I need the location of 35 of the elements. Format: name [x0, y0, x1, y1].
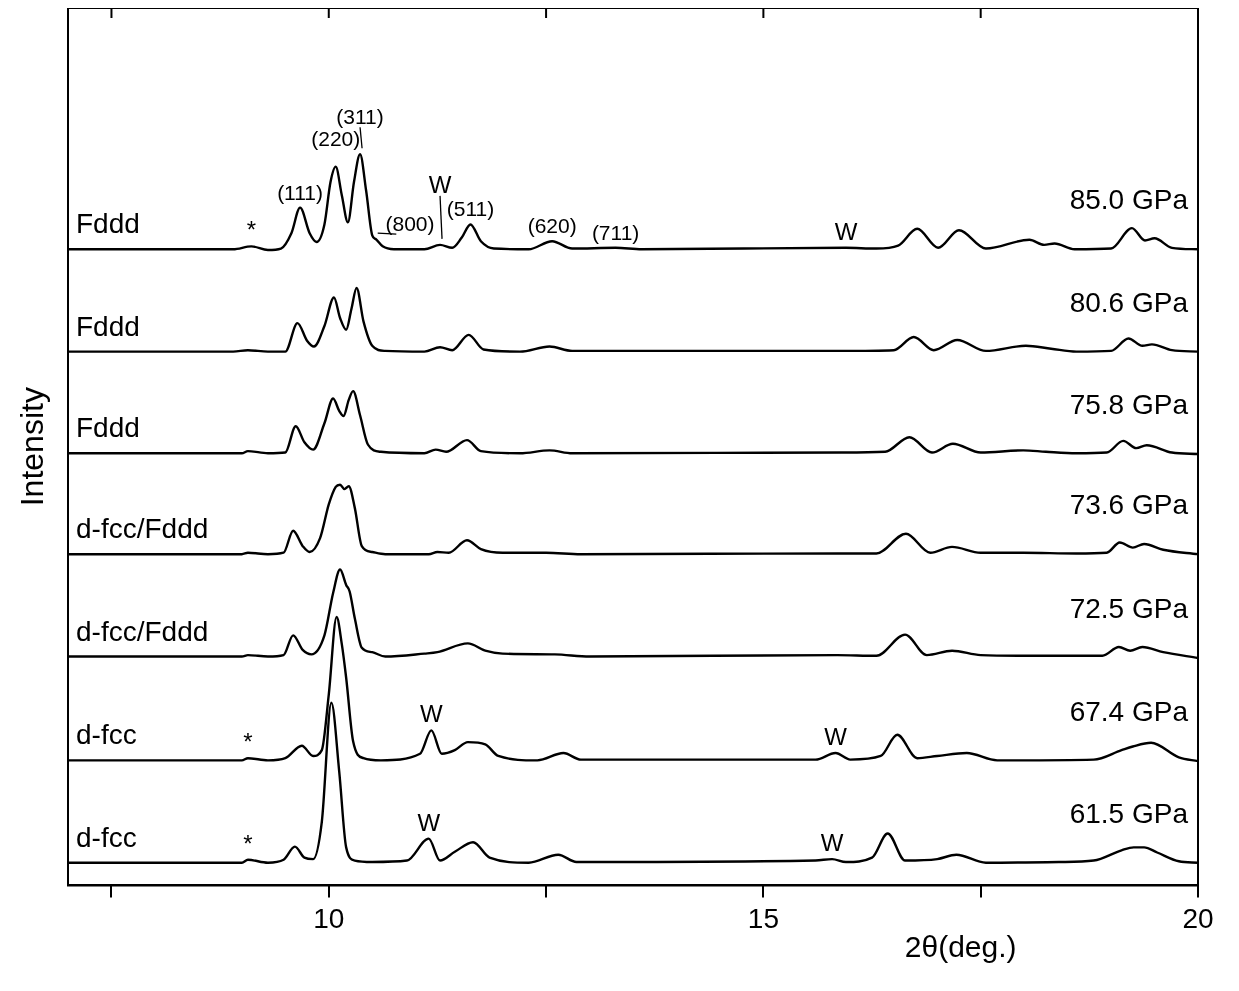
series-label: 61.5 GPa: [1069, 797, 1189, 829]
annotation: Fddd: [76, 310, 140, 342]
annotation: Fddd: [76, 412, 140, 444]
annotation: d-fcc: [76, 821, 137, 853]
series-label: 72.5 GPa: [1069, 593, 1189, 625]
series-label: 73.6 GPa: [1069, 489, 1189, 521]
series-label: 67.4 GPa: [1069, 696, 1189, 728]
annotation: W: [834, 217, 858, 245]
annotation: W: [824, 723, 848, 751]
x-tick-label: 10: [313, 902, 345, 934]
annotation: (711): [591, 220, 640, 244]
series-label: 75.8 GPa: [1069, 389, 1189, 421]
annotation: (620): [527, 214, 577, 238]
annotation: Fddd: [76, 208, 140, 240]
series-label: 80.6 GPa: [1069, 286, 1189, 318]
annotation: (800): [385, 212, 435, 236]
annotation: *: [246, 216, 257, 244]
annotation: W: [428, 170, 452, 198]
series-label: 85.0 GPa: [1069, 184, 1189, 216]
annotation: (511): [446, 197, 495, 221]
annotation: d-fcc/Fddd: [76, 615, 209, 647]
annotation: W: [417, 808, 441, 836]
annotation: d-fcc: [76, 719, 137, 751]
x-axis-title: 2θ(deg.): [904, 930, 1017, 964]
annotation: (220): [311, 127, 361, 151]
annotation: *: [243, 728, 253, 756]
y-axis-title: Intensity: [13, 387, 50, 507]
x-tick-label: 15: [747, 902, 779, 934]
annotation: d-fcc/Fddd: [76, 513, 209, 545]
annotation: (311): [336, 105, 384, 129]
x-tick-label: 20: [1182, 902, 1214, 934]
annotation: *: [243, 829, 253, 857]
annotation: W: [820, 829, 844, 857]
annotation: (111): [277, 180, 324, 204]
annotation: W: [420, 700, 444, 728]
